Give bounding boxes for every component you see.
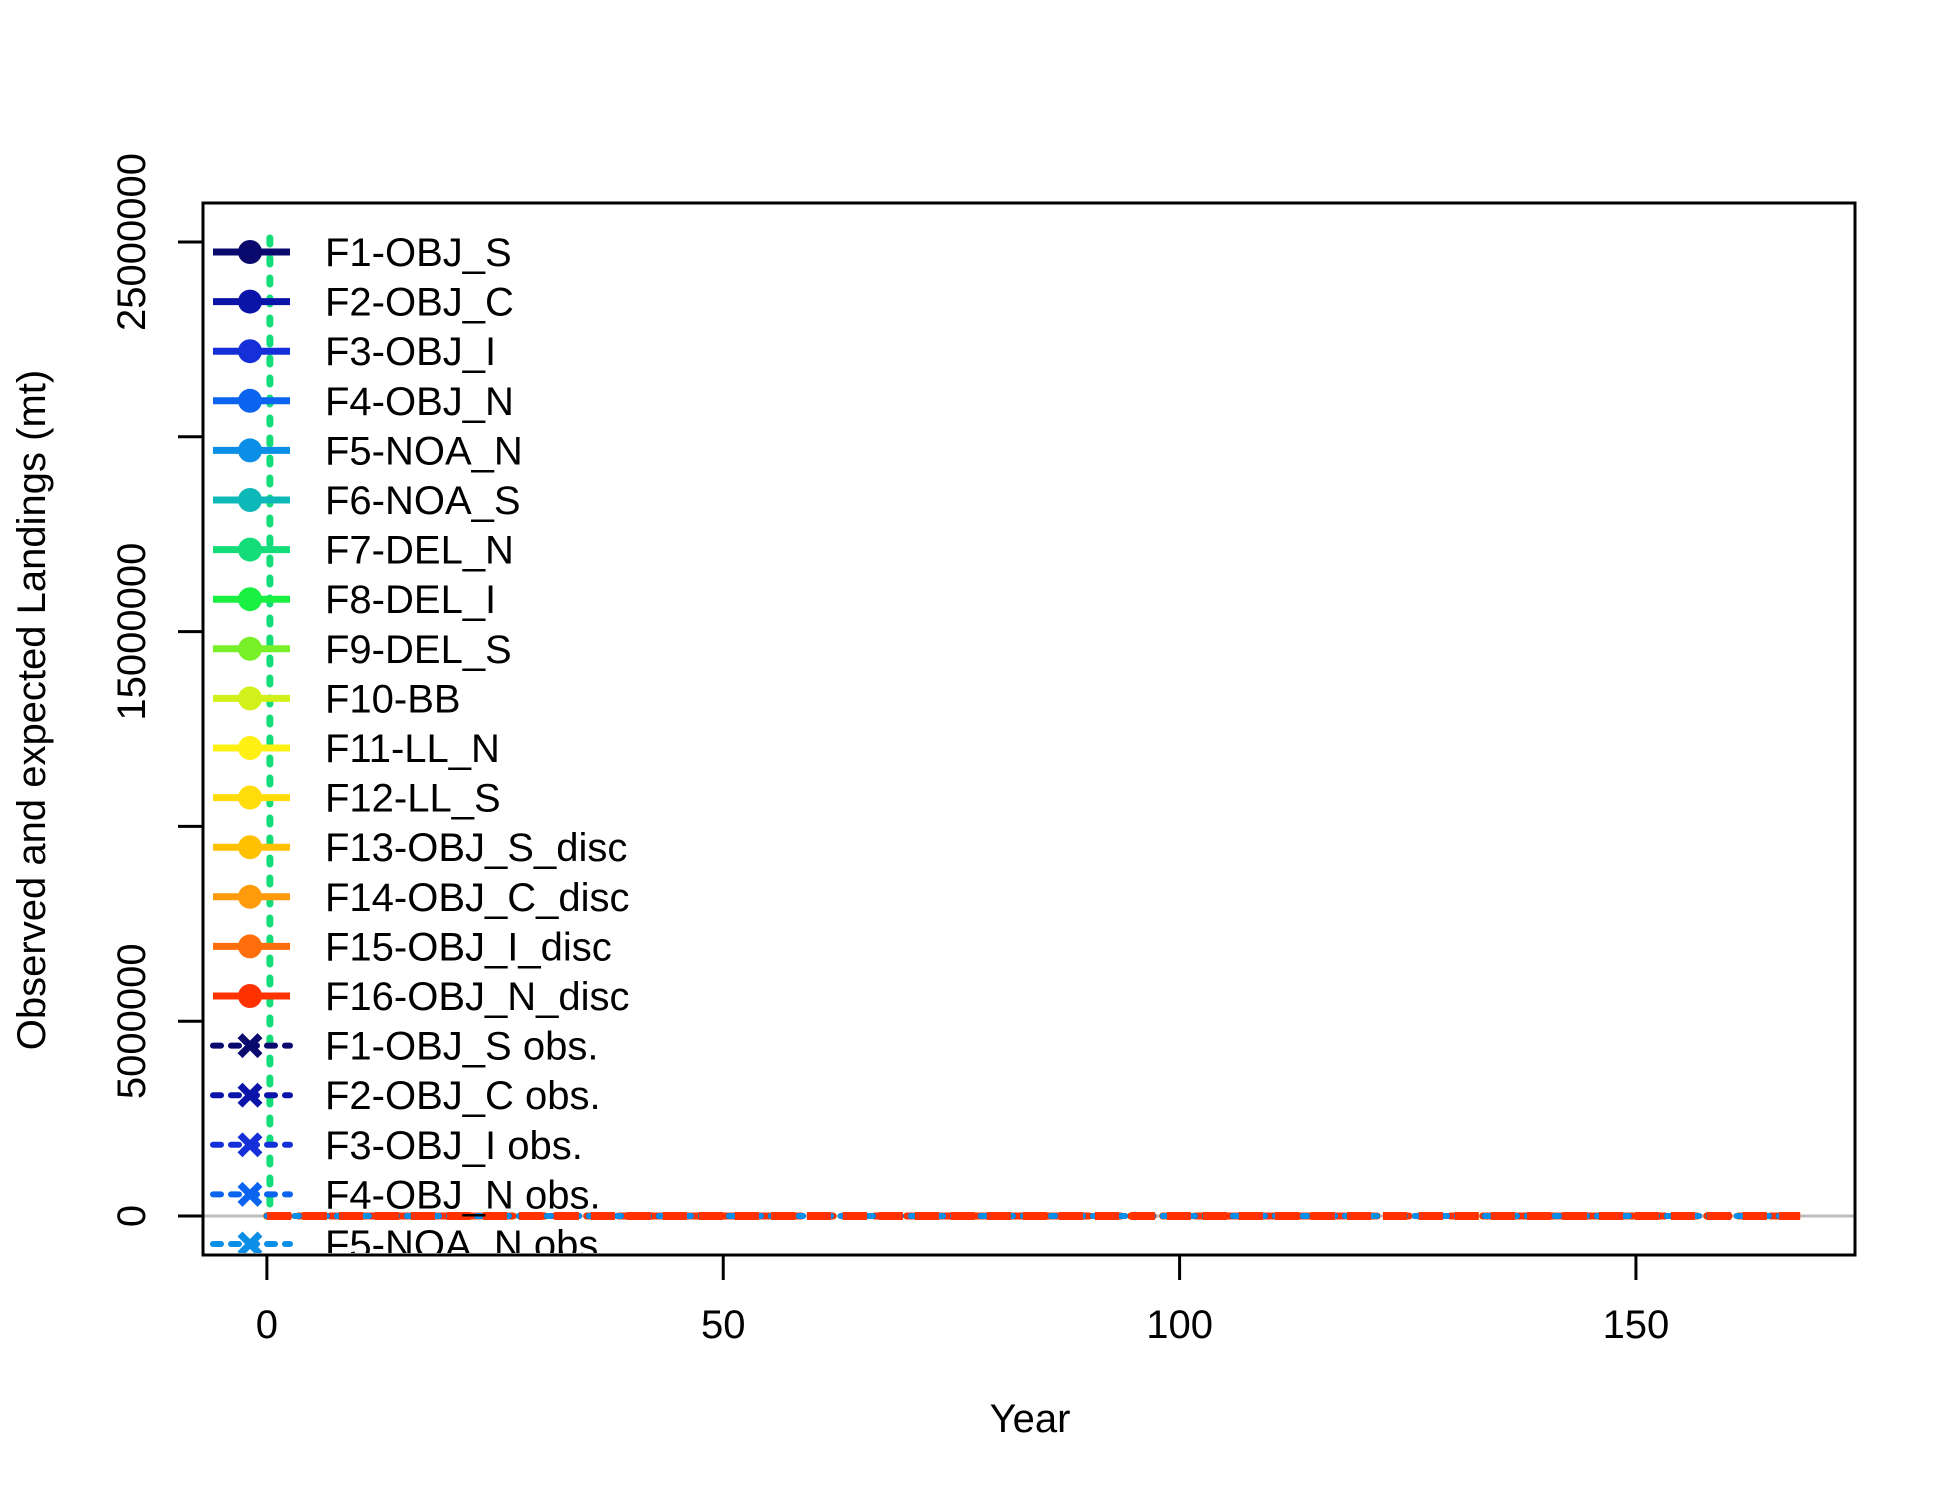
- legend-point: [238, 636, 262, 661]
- legend-entry: F16-OBJ_N_disc: [213, 975, 630, 1019]
- legend-label: F10-BB: [325, 677, 461, 721]
- y-tick-label: 25000000: [110, 153, 154, 331]
- legend-point: [238, 438, 262, 463]
- legend-point: [238, 884, 262, 909]
- legend-x-marker: [237, 1181, 263, 1207]
- legend-point: [238, 289, 262, 314]
- legend-point: [238, 488, 262, 512]
- legend-entry: F9-DEL_S: [213, 628, 512, 672]
- legend-label: F1-OBJ_S: [325, 231, 512, 275]
- y-axis-label: Observed and expected Landings (mt): [10, 370, 54, 1050]
- legend-label: F13-OBJ_S_disc: [325, 826, 627, 870]
- legend-entry: F11-LL_N: [213, 727, 500, 771]
- legend-point: [238, 984, 262, 1008]
- axes: 0 50 100 150 0 5000000 15000000 25000000: [110, 153, 1857, 1347]
- legend: F1-OBJ_S F2-OBJ_C F3-OBJ_I F4-OBJ_N F5-NOA_N…: [210, 231, 630, 1267]
- legend-entry: F4-OBJ_N: [213, 380, 514, 424]
- legend-label: F11-LL_N: [325, 727, 500, 771]
- legend-entry: F6-NOA_S: [213, 479, 521, 523]
- x-axis-label: Year: [990, 1397, 1071, 1441]
- legend-x-marker: [237, 1132, 263, 1158]
- legend-x-marker: [237, 1082, 263, 1108]
- legend-point: [238, 339, 262, 364]
- legend-entry: F2-OBJ_C: [213, 281, 514, 325]
- legend-x-marker: [237, 1033, 263, 1059]
- legend-point: [238, 785, 262, 810]
- legend-label: F5-NOA_N obs.: [325, 1223, 610, 1267]
- legend-entry: F12-LL_S: [213, 777, 501, 821]
- legend-label: F5-NOA_N: [325, 429, 523, 473]
- legend-label: F16-OBJ_N_disc: [325, 975, 630, 1019]
- legend-point: [238, 587, 262, 612]
- legend-entry: F13-OBJ_S_disc: [213, 826, 627, 870]
- legend-point: [238, 240, 262, 264]
- legend-label: F14-OBJ_C_disc: [325, 876, 630, 920]
- legend-label: F15-OBJ_I_disc: [325, 925, 612, 969]
- legend-label: F3-OBJ_I obs.: [325, 1124, 583, 1168]
- legend-entry: F10-BB: [213, 677, 461, 721]
- legend-entry: F1-OBJ_S: [213, 231, 512, 275]
- legend-label: F3-OBJ_I: [325, 330, 496, 374]
- legend-entry: F1-OBJ_S obs.: [210, 1025, 598, 1069]
- legend-entry: F15-OBJ_I_disc: [213, 925, 612, 969]
- y-tick-label: 15000000: [110, 543, 154, 721]
- legend-label: F9-DEL_S: [325, 628, 512, 672]
- legend-point: [238, 686, 262, 711]
- legend-entry: F5-NOA_N obs.: [210, 1223, 610, 1267]
- x-tick-label: 50: [701, 1303, 746, 1347]
- legend-point: [238, 934, 262, 959]
- legend-label: F6-NOA_S: [325, 479, 521, 523]
- x-tick-label: 0: [256, 1303, 278, 1347]
- legend-entry: F4-OBJ_N obs.: [210, 1173, 601, 1217]
- legend-x-marker: [237, 1231, 263, 1253]
- legend-entry: F14-OBJ_C_disc: [213, 876, 630, 920]
- legend-point: [238, 835, 262, 860]
- legend-entry: F3-OBJ_I: [213, 330, 496, 374]
- legend-entry: F3-OBJ_I obs.: [210, 1124, 583, 1168]
- legend-label: F2-OBJ_C: [325, 281, 514, 325]
- legend-point: [238, 736, 262, 760]
- legend-entry: F7-DEL_N: [213, 529, 514, 573]
- legend-entry: F2-OBJ_C obs.: [210, 1074, 601, 1118]
- legend-label: F8-DEL_I: [325, 578, 496, 622]
- legend-label: F2-OBJ_C obs.: [325, 1074, 601, 1118]
- y-tick-label: 0: [110, 1205, 154, 1227]
- legend-label: F4-OBJ_N obs.: [325, 1173, 601, 1217]
- legend-point: [238, 388, 262, 413]
- legend-entries: F1-OBJ_S F2-OBJ_C F3-OBJ_I F4-OBJ_N F5-NOA_N…: [210, 231, 630, 1267]
- y-tick-label: 5000000: [110, 943, 154, 1099]
- legend-label: F7-DEL_N: [325, 529, 514, 573]
- legend-label: F4-OBJ_N: [325, 380, 514, 424]
- x-tick-label: 150: [1603, 1303, 1670, 1347]
- legend-entry: F5-NOA_N: [213, 429, 523, 473]
- x-tick-label: 100: [1146, 1303, 1213, 1347]
- legend-point: [238, 537, 262, 562]
- legend-label: F12-LL_S: [325, 777, 501, 821]
- legend-entry: F8-DEL_I: [213, 578, 496, 622]
- legend-label: F1-OBJ_S obs.: [325, 1025, 598, 1069]
